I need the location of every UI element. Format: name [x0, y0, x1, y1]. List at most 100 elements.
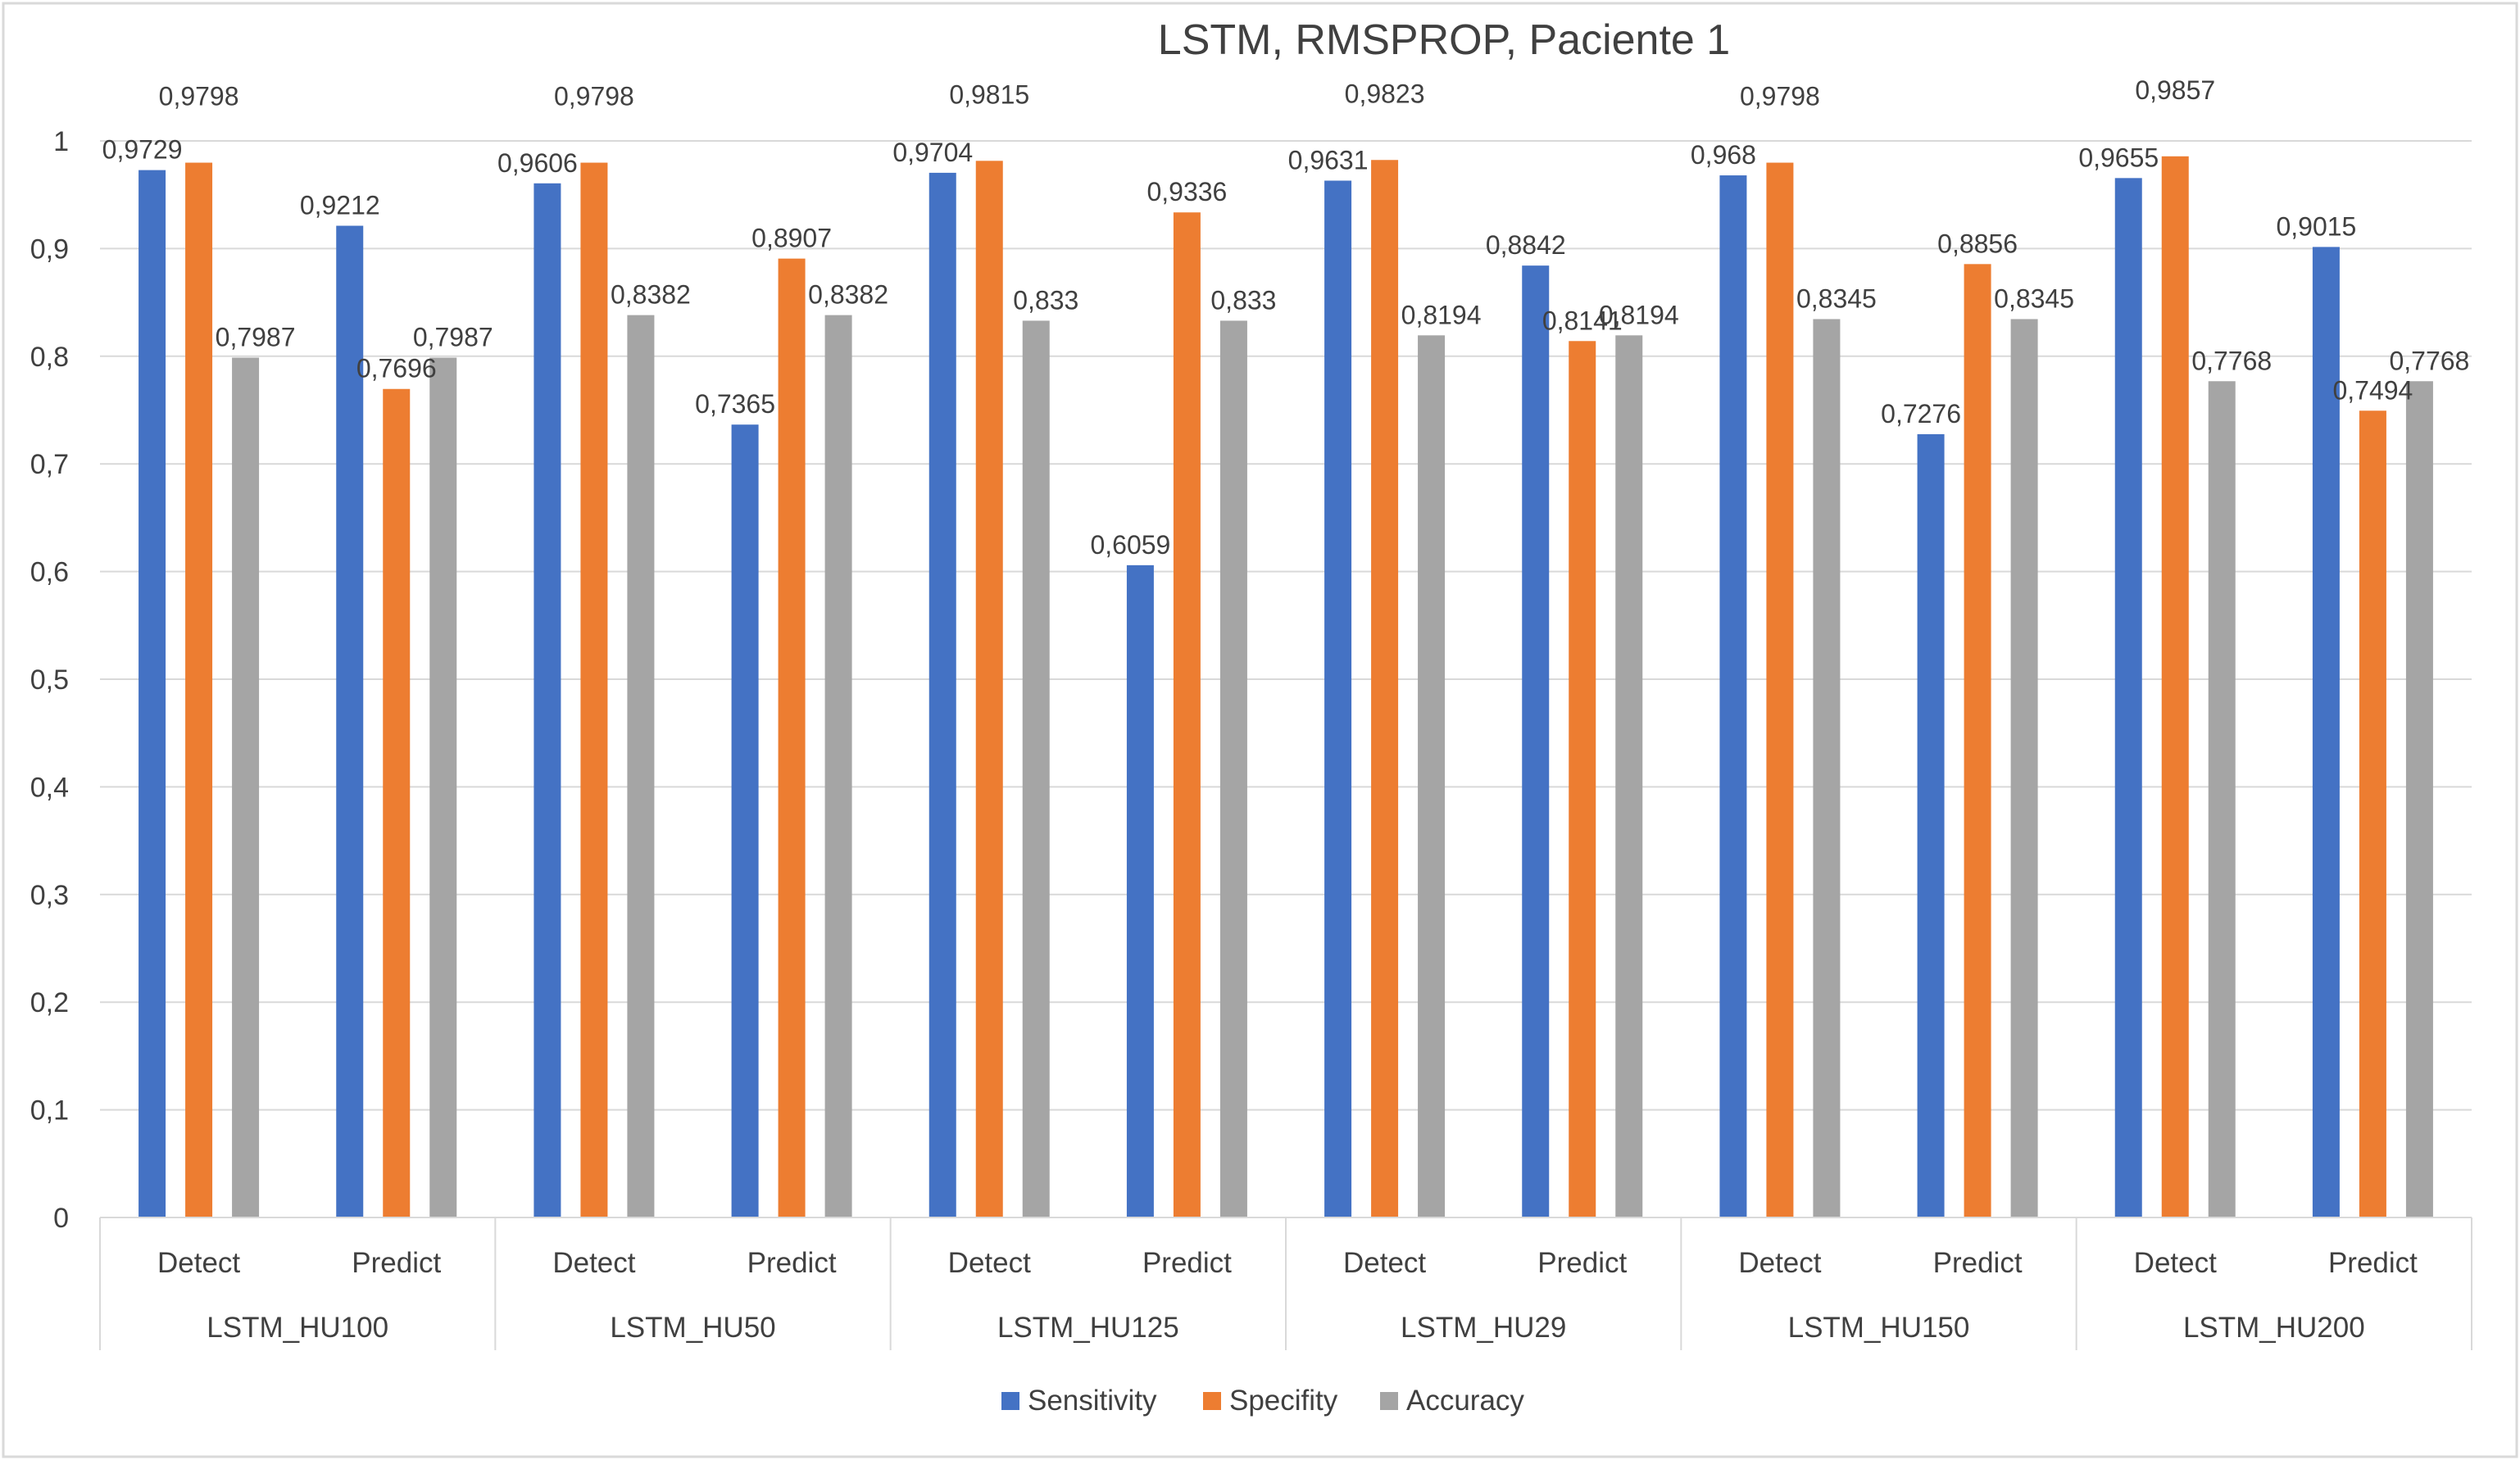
bar-sensitivity — [2114, 178, 2142, 1217]
bar-specifity — [1173, 212, 1201, 1217]
y-tick-label: 0,7 — [30, 449, 69, 480]
legend-swatch-accuracy — [1380, 1392, 1398, 1410]
bar-accuracy — [2010, 319, 2038, 1217]
x-tick-label: Predict — [747, 1247, 837, 1279]
data-label: 0,968 — [1691, 140, 1756, 170]
data-label: 0,9212 — [300, 191, 380, 220]
data-label: 0,8345 — [1994, 283, 2074, 313]
x-tick-label: Detect — [2134, 1247, 2217, 1279]
data-label: 0,9798 — [554, 82, 634, 111]
legend: Sensitivity Specifity Accuracy — [1001, 1385, 1524, 1417]
bar-accuracy — [824, 315, 852, 1217]
data-label: 0,9704 — [892, 138, 973, 167]
bar-accuracy — [429, 357, 457, 1218]
data-label: 0,7494 — [2332, 375, 2413, 405]
bar-specifity — [2161, 156, 2189, 1218]
bar-accuracy — [1418, 335, 1446, 1218]
data-label: 0,9798 — [1740, 82, 1820, 111]
x-group-label: LSTM_HU100 — [207, 1312, 388, 1344]
bar-sensitivity — [1917, 433, 1945, 1217]
bar-accuracy — [2208, 381, 2236, 1217]
bar-sensitivity — [1126, 565, 1154, 1217]
data-label: 0,9857 — [2135, 75, 2215, 105]
data-label: 0,9631 — [1288, 145, 1369, 175]
x-axis: Detect Predict Detect Predict Detect Predict D… — [99, 1217, 2472, 1350]
y-tick-label: 0,4 — [30, 772, 69, 803]
data-label: 0,7987 — [413, 323, 493, 352]
x-tick-label: Predict — [2328, 1247, 2418, 1279]
x-group-label: LSTM_HU50 — [610, 1312, 775, 1344]
data-label: 0,9336 — [1146, 177, 1227, 206]
data-label: 0,7768 — [2191, 346, 2272, 375]
x-tick-label: Detect — [948, 1247, 1031, 1279]
bar-sensitivity — [1324, 180, 1352, 1218]
x-tick-label: Predict — [1537, 1247, 1627, 1279]
legend-label: Specifity — [1229, 1385, 1338, 1417]
x-group-label: LSTM_HU125 — [997, 1312, 1179, 1344]
data-label: 0,9729 — [102, 135, 183, 165]
y-tick-label: 0 — [53, 1203, 69, 1234]
bar-accuracy — [1615, 335, 1643, 1218]
bar-specifity — [383, 388, 411, 1217]
data-label: 0,9823 — [1345, 79, 1425, 108]
data-label: 0,9015 — [2276, 211, 2356, 241]
bar-sensitivity — [2312, 247, 2340, 1218]
data-label: 0,8141 — [1542, 306, 1623, 335]
data-label: 0,7987 — [216, 323, 296, 352]
data-label: 0,7276 — [1881, 399, 1961, 428]
bar-sensitivity — [534, 183, 561, 1217]
bar-specifity — [2359, 410, 2386, 1217]
data-label: 0,833 — [1210, 285, 1276, 315]
bar-accuracy — [232, 357, 260, 1218]
bar-specifity — [778, 258, 806, 1217]
data-label: 0,833 — [1013, 285, 1078, 315]
bar-sensitivity — [138, 170, 166, 1218]
x-tick-label: Detect — [157, 1247, 240, 1279]
data-label: 0,9606 — [497, 148, 578, 178]
x-group-label: LSTM_HU150 — [1788, 1312, 1970, 1344]
legend-label: Accuracy — [1406, 1385, 1524, 1417]
y-tick-label: 0,1 — [30, 1095, 69, 1127]
y-tick-label: 0,5 — [30, 664, 69, 696]
data-label: 0,8382 — [611, 280, 691, 310]
x-tick-label: Predict — [1933, 1247, 2023, 1279]
data-label: 0,7696 — [356, 354, 437, 383]
x-tick-label: Detect — [1738, 1247, 1821, 1279]
bar-sensitivity — [731, 424, 759, 1217]
legend-swatch-specifity — [1203, 1392, 1221, 1410]
bar-specifity — [975, 161, 1003, 1218]
y-tick-label: 0,9 — [30, 234, 69, 265]
data-label: 0,8907 — [751, 224, 832, 253]
data-label: 0,9655 — [2078, 143, 2159, 172]
x-tick-label: Detect — [552, 1247, 635, 1279]
bar-sensitivity — [336, 225, 364, 1217]
y-tick-label: 0,3 — [30, 880, 69, 911]
data-label: 0,9815 — [949, 79, 1029, 109]
bar-specifity — [1569, 341, 1596, 1218]
bar-sensitivity — [1719, 175, 1747, 1218]
y-tick-label: 0,6 — [30, 557, 69, 588]
y-tick-label: 1 — [53, 126, 69, 157]
y-axis-ticks: 0 0,1 0,2 0,3 0,4 0,5 0,6 0,7 0,8 0,9 1 — [30, 126, 69, 1234]
bar-accuracy — [627, 315, 655, 1217]
bar-specifity — [1371, 160, 1399, 1217]
x-group-label: LSTM_HU200 — [2183, 1312, 2365, 1344]
data-label: 0,8382 — [808, 280, 888, 310]
data-label: 0,9798 — [159, 82, 239, 111]
bar-sensitivity — [929, 172, 956, 1217]
data-label: 0,8842 — [1486, 230, 1566, 260]
data-label: 0,7365 — [695, 389, 775, 419]
x-tick-label: Predict — [1142, 1247, 1232, 1279]
bars — [138, 156, 2433, 1218]
bar-accuracy — [1219, 320, 1247, 1217]
x-tick-label: Detect — [1343, 1247, 1426, 1279]
data-label: 0,6059 — [1090, 530, 1170, 560]
bar-accuracy — [1022, 320, 1050, 1217]
legend-label: Sensitivity — [1028, 1385, 1157, 1417]
x-tick-label: Predict — [352, 1247, 441, 1279]
data-labels: 0,9729 0,9212 0,9606 0,7365 0,9704 0,6059 0,96… — [102, 75, 2470, 560]
bar-sensitivity — [1522, 265, 1550, 1218]
